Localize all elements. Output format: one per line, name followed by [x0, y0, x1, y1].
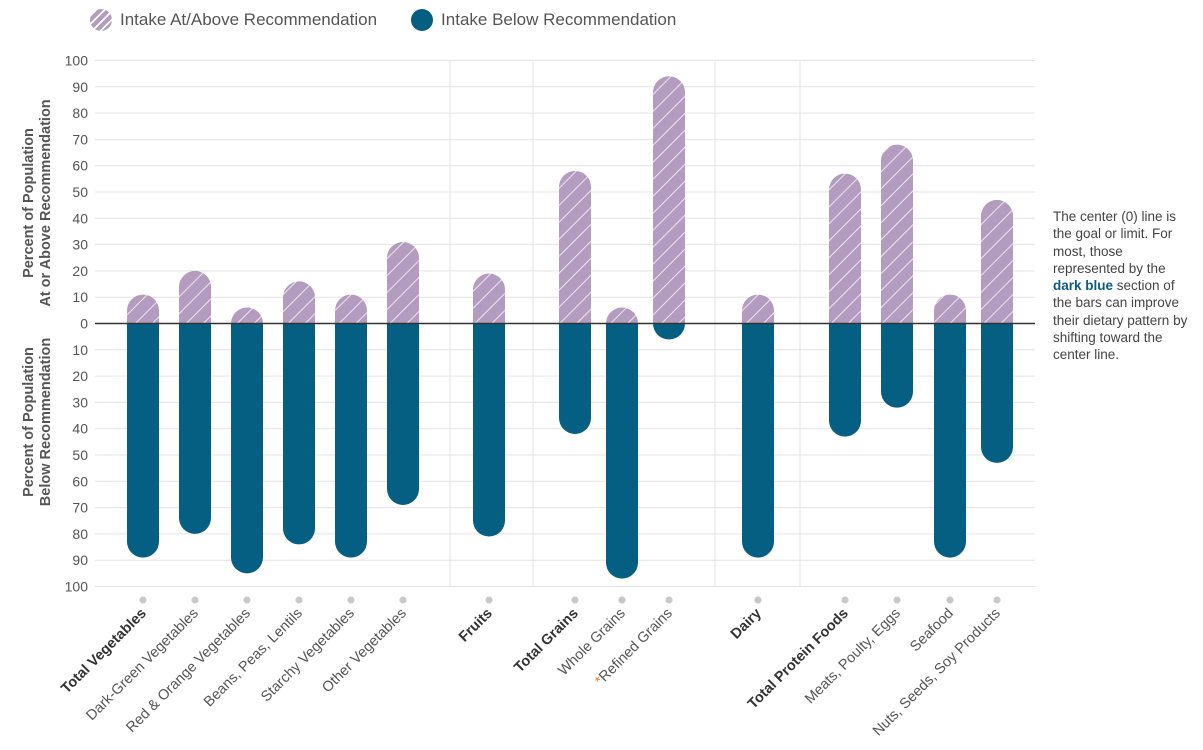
x-tick-label: Beans, Peas, Lentils	[201, 606, 306, 711]
y-tick-label: 30	[72, 394, 88, 410]
category-dot	[754, 596, 762, 604]
bar-below	[981, 323, 1013, 463]
y-tick-label: 30	[72, 237, 88, 253]
bar-below	[742, 323, 774, 558]
category-dot	[295, 596, 303, 604]
legend-item-below: Intake Below Recommendation	[411, 9, 676, 31]
bar-below	[283, 323, 315, 545]
category-dot	[347, 596, 355, 604]
bar-above	[934, 294, 966, 324]
note-text-end: section of the bars can improve their di…	[1053, 278, 1188, 363]
bar-below	[231, 323, 263, 574]
category-dot	[139, 596, 147, 604]
category-dot	[618, 596, 626, 604]
category-dot	[993, 596, 1001, 604]
y-tick-label: 100	[65, 579, 89, 595]
bar-below	[387, 323, 419, 505]
bar-below	[606, 323, 638, 579]
note-text-start: The center (0) line is the goal or limit…	[1053, 209, 1177, 276]
bar-below	[127, 323, 159, 558]
y-tick-label: 50	[72, 184, 88, 200]
y-tick-label: 40	[72, 421, 88, 437]
x-tick-label: Total Protein Foods	[745, 606, 852, 713]
category-dot	[243, 596, 251, 604]
x-tick-label: Starchy Vegetables	[258, 606, 358, 706]
bar-below	[934, 323, 966, 558]
legend-label-above: Intake At/Above Recommendation	[120, 10, 378, 29]
x-tick-label: Meats, Poulty, Eggs	[802, 606, 904, 708]
legend-item-above: Intake At/Above Recommendation	[90, 9, 377, 31]
y-tick-label: 100	[65, 53, 89, 69]
y-tick-label: 90	[72, 79, 88, 95]
category-dot	[893, 596, 901, 604]
x-tick-label: Dairy	[728, 606, 765, 643]
y-tick-label: 20	[72, 263, 88, 279]
bar-above	[387, 241, 419, 324]
category-dot	[841, 596, 849, 604]
y-tick-label: 90	[72, 552, 88, 568]
bar-below	[179, 323, 211, 534]
legend-swatch-below	[411, 9, 434, 31]
center-line-note: The center (0) line is the goal or limit…	[1053, 208, 1193, 364]
category-dot	[191, 596, 199, 604]
y-tick-label: 0	[80, 316, 88, 332]
y-tick-label: 60	[72, 473, 88, 489]
bar-above	[981, 199, 1013, 324]
y-tick-label: 50	[72, 447, 88, 463]
bar-above	[179, 270, 211, 324]
category-dot	[571, 596, 579, 604]
bar-below	[559, 323, 591, 434]
bar-above	[335, 294, 367, 324]
y-tick-label: 70	[72, 500, 88, 516]
bar-above	[231, 307, 263, 324]
y-tick-label: 60	[72, 158, 88, 174]
bar-above	[606, 307, 638, 324]
y-tick-label: 40	[72, 210, 88, 226]
bar-below	[653, 323, 685, 340]
bar-above	[829, 173, 861, 324]
y-tick-label: 70	[72, 131, 88, 147]
x-tick-label: Fruits	[456, 606, 496, 646]
y-tick-label: 10	[72, 289, 88, 305]
bar-below	[335, 323, 367, 558]
category-dot	[665, 596, 673, 604]
bar-above	[473, 273, 505, 324]
bar-below	[829, 323, 861, 437]
category-dot	[399, 596, 407, 604]
bar-above	[283, 281, 315, 324]
bar-above	[127, 294, 159, 324]
legend: Intake At/Above Recommendation Intake Be…	[90, 9, 676, 31]
y-tick-label: 80	[72, 105, 88, 121]
bar-below	[473, 323, 505, 537]
legend-swatch-above	[90, 9, 112, 31]
bar-above	[559, 170, 591, 324]
bar-above	[653, 76, 685, 324]
y-tick-label: 80	[72, 526, 88, 542]
bar-above	[742, 294, 774, 324]
y-tick-label: 10	[72, 342, 88, 358]
category-dot	[485, 596, 493, 604]
y-tick-label: 20	[72, 368, 88, 384]
legend-label-below: Intake Below Recommendation	[441, 10, 677, 29]
note-text-highlight: dark blue	[1053, 278, 1114, 294]
bar-above	[881, 144, 913, 324]
category-dot	[946, 596, 954, 604]
bar-below	[881, 323, 913, 408]
x-tick-label: Total Vegetables	[58, 606, 149, 697]
